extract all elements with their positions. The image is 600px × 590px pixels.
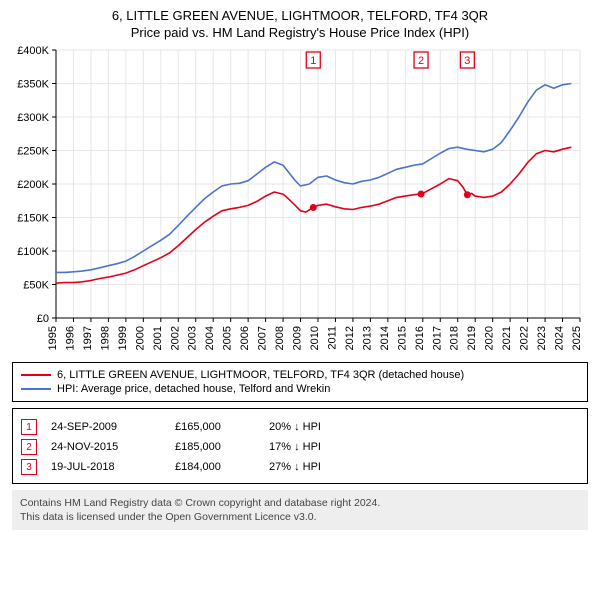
x-tick-label: 2004	[204, 326, 216, 350]
svg-text:2: 2	[418, 55, 424, 67]
x-tick-label: 2002	[169, 326, 181, 350]
sale-marker-icon: 2	[21, 439, 37, 455]
legend-label: HPI: Average price, detached house, Telf…	[57, 383, 330, 395]
y-tick-label: £150K	[17, 213, 49, 225]
sale-price: £165,000	[175, 421, 255, 433]
x-tick-label: 2013	[361, 326, 373, 350]
x-tick-label: 2008	[274, 326, 286, 350]
sale-hpi: 27% ↓ HPI	[269, 461, 359, 473]
legend-swatch	[21, 388, 51, 390]
x-tick-label: 2006	[239, 326, 251, 350]
footer-line2: This data is licensed under the Open Gov…	[20, 510, 580, 524]
y-tick-label: £250K	[17, 146, 49, 158]
x-tick-label: 2011	[326, 326, 338, 350]
legend: 6, LITTLE GREEN AVENUE, LIGHTMOOR, TELFO…	[12, 362, 588, 402]
y-tick-label: £300K	[17, 112, 49, 124]
x-tick-label: 2023	[536, 326, 548, 350]
x-tick-label: 2020	[484, 326, 496, 350]
x-tick-label: 2012	[344, 326, 356, 350]
y-tick-label: £100K	[17, 246, 49, 258]
svg-text:1: 1	[310, 55, 316, 67]
x-tick-label: 2015	[396, 326, 408, 350]
x-tick-label: 1996	[64, 326, 76, 350]
page-root: 6, LITTLE GREEN AVENUE, LIGHTMOOR, TELFO…	[0, 0, 600, 538]
sale-row: 2 24-NOV-2015 £185,000 17% ↓ HPI	[21, 439, 579, 455]
sale-hpi: 17% ↓ HPI	[269, 441, 359, 453]
title-block: 6, LITTLE GREEN AVENUE, LIGHTMOOR, TELFO…	[12, 8, 588, 40]
x-tick-label: 2007	[257, 326, 269, 350]
sale-marker-3: 3	[460, 52, 474, 68]
sale-marker-1: 1	[306, 52, 320, 68]
y-tick-label: £0	[37, 313, 49, 325]
x-tick-label: 2016	[414, 326, 426, 350]
x-tick-label: 2009	[292, 326, 304, 350]
x-tick-label: 2018	[449, 326, 461, 350]
sale-hpi: 20% ↓ HPI	[269, 421, 359, 433]
x-tick-label: 2021	[501, 326, 513, 350]
footer-line1: Contains HM Land Registry data © Crown c…	[20, 496, 580, 510]
sale-marker-2: 2	[414, 52, 428, 68]
sale-marker-icon: 3	[21, 459, 37, 475]
chart: £0 £50K £100K £150K £200K £250K £300K £350K £400…	[12, 46, 588, 356]
x-tick-label: 2019	[466, 326, 478, 350]
x-tick-label: 2001	[152, 326, 164, 350]
legend-row: HPI: Average price, detached house, Telf…	[21, 383, 579, 395]
title-subtitle: Price paid vs. HM Land Registry's House …	[12, 25, 588, 40]
sale-date: 24-NOV-2015	[51, 441, 161, 453]
x-tick-label: 2025	[571, 326, 583, 350]
y-tick-label: £400K	[17, 46, 49, 57]
x-tick-label: 2022	[519, 326, 531, 350]
y-tick-label: £50K	[23, 280, 49, 292]
x-tick-label: 2005	[222, 326, 234, 350]
sale-row: 1 24-SEP-2009 £165,000 20% ↓ HPI	[21, 419, 579, 435]
legend-row: 6, LITTLE GREEN AVENUE, LIGHTMOOR, TELFO…	[21, 369, 579, 381]
footer-attribution: Contains HM Land Registry data © Crown c…	[12, 490, 588, 530]
legend-label: 6, LITTLE GREEN AVENUE, LIGHTMOOR, TELFO…	[57, 369, 464, 381]
legend-swatch	[21, 374, 51, 376]
chart-svg: £0 £50K £100K £150K £200K £250K £300K £350K £400…	[12, 46, 588, 356]
x-tick-label: 2000	[134, 326, 146, 350]
sale-marker-icon: 1	[21, 419, 37, 435]
svg-text:3: 3	[464, 55, 470, 67]
sale-date: 19-JUL-2018	[51, 461, 161, 473]
x-tick-label: 1998	[99, 326, 111, 350]
x-tick-label: 2014	[379, 326, 391, 350]
x-tick-label: 2003	[187, 326, 199, 350]
x-tick-label: 1997	[82, 326, 94, 350]
x-tick-label: 2010	[309, 326, 321, 350]
sale-price: £184,000	[175, 461, 255, 473]
sale-row: 3 19-JUL-2018 £184,000 27% ↓ HPI	[21, 459, 579, 475]
y-tick-label: £200K	[17, 179, 49, 191]
y-tick-label: £350K	[17, 79, 49, 91]
sale-date: 24-SEP-2009	[51, 421, 161, 433]
x-tick-label: 1995	[47, 326, 59, 350]
x-tick-label: 1999	[117, 326, 129, 350]
x-tick-label: 2017	[431, 326, 443, 350]
x-tick-label: 2024	[554, 326, 566, 350]
sale-price: £185,000	[175, 441, 255, 453]
sales-table: 1 24-SEP-2009 £165,000 20% ↓ HPI 2 24-NOV-201…	[12, 408, 588, 484]
title-address: 6, LITTLE GREEN AVENUE, LIGHTMOOR, TELFO…	[12, 8, 588, 23]
